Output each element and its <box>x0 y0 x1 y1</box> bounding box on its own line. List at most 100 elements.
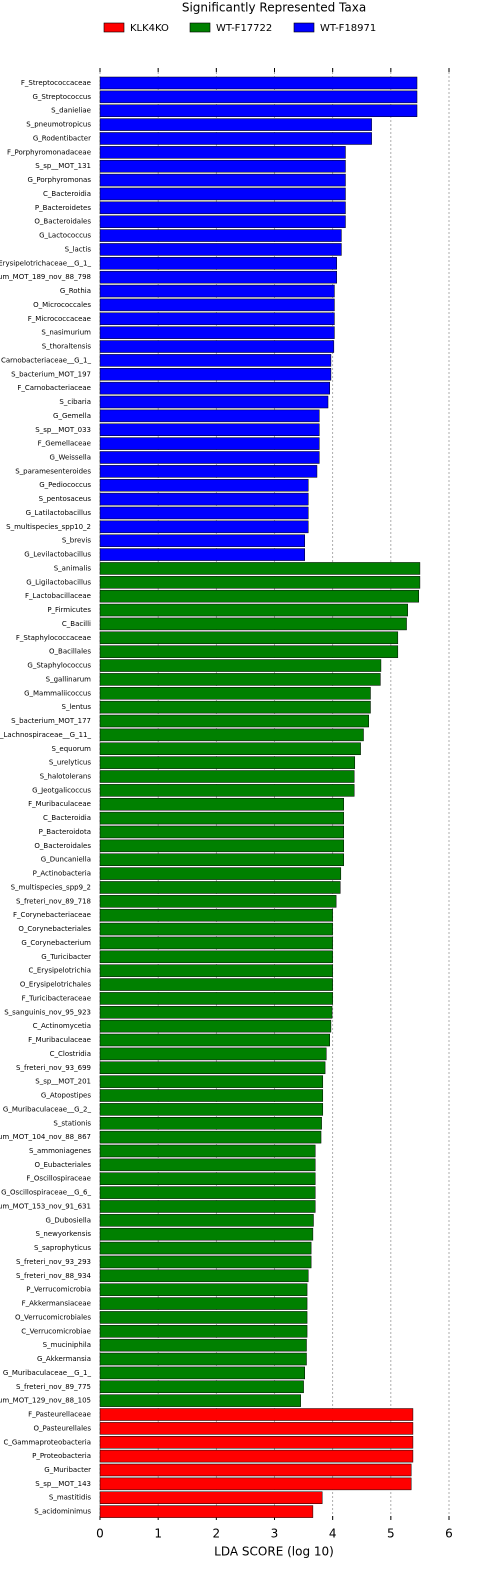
bar <box>99 1006 333 1019</box>
bar <box>99 797 344 811</box>
y-tick-label: P_Bacteroidota <box>39 828 91 836</box>
bar <box>99 1352 307 1366</box>
bar <box>99 659 382 672</box>
legend-swatch <box>293 22 315 33</box>
bar <box>99 631 399 645</box>
y-tick-label: P_Bacteroidetes <box>35 204 91 212</box>
bar <box>99 492 309 506</box>
bar <box>99 1449 414 1463</box>
bar <box>99 1158 316 1172</box>
bar <box>99 1089 324 1102</box>
y-tick-label: S_ammoniagenes <box>29 1147 91 1155</box>
bar <box>99 562 421 575</box>
y-tick-label: S_lentus <box>62 703 92 711</box>
bar <box>99 187 346 201</box>
bar <box>99 784 355 797</box>
bar <box>99 1436 414 1449</box>
y-tick-label: O_Bacteroidales <box>34 218 91 226</box>
x-tick-label: 5 <box>387 1527 395 1541</box>
y-tick-label: G_Streptococcus <box>32 93 91 101</box>
y-tick-label: S_bacterium_MOT_197 <box>11 370 91 378</box>
y-tick-label: G_Muribacter <box>44 1466 91 1474</box>
bar <box>99 1477 412 1491</box>
y-tick-label: S_muciniphila <box>43 1341 91 1349</box>
y-tick-label: S_multispecies_spp9_2 <box>11 883 91 891</box>
bar <box>99 159 346 173</box>
y-tick-label: F_Micrococcaceae <box>28 315 91 323</box>
y-tick-label: O_Erysipelotrichales <box>20 981 91 989</box>
bar <box>99 687 371 700</box>
y-tick-label: G_Turicibacter <box>41 953 91 961</box>
x-axis-label: LDA SCORE (log 10) <box>214 1545 334 1559</box>
bar <box>99 645 399 658</box>
y-tick-label: P_Proteobacteria <box>32 1452 91 1460</box>
bar <box>99 146 346 159</box>
bar <box>99 354 332 367</box>
y-tick-label: C_Gammaproteobacteria <box>3 1438 91 1446</box>
y-tick-label: um_MOT_189_nov_88_798 <box>0 273 91 281</box>
y-tick-label: C_Bacilli <box>62 620 91 628</box>
x-tick-label: 0 <box>96 1527 104 1541</box>
y-tick-label: S_sp__MOT_201 <box>35 1078 91 1086</box>
bar <box>99 839 344 853</box>
bar <box>99 548 305 561</box>
bar <box>99 1408 414 1421</box>
y-tick-label: G_Lachnospiraceae__G_11_ <box>0 731 91 739</box>
y-tick-label: O_Corynebacteriales <box>18 925 91 933</box>
y-tick-label: S_stationis <box>53 1119 91 1127</box>
y-tick-label: S_halotolerans <box>40 773 92 781</box>
bar <box>99 1505 314 1518</box>
y-tick-label: G_Staphylococcus <box>27 662 91 670</box>
bar <box>99 728 364 742</box>
y-tick-label: P_Actinobacteria <box>33 870 91 878</box>
y-tick-label: G_Atopostipes <box>41 1092 91 1100</box>
y-tick-label: G_Muribaculaceae__G_1_ <box>3 1369 92 1377</box>
bar <box>99 465 318 478</box>
y-tick-label: C_Actinomycetia <box>33 1022 91 1030</box>
y-tick-label: S_danieliae <box>51 107 91 115</box>
bar <box>99 1283 308 1296</box>
y-tick-label: S_mastitidis <box>49 1494 91 1502</box>
y-tick-label: S_urelyticus <box>49 759 91 767</box>
bar <box>99 1366 305 1380</box>
bar <box>99 534 305 547</box>
y-tick-label: G_Oscillospiraceae__G_6_ <box>1 1189 91 1197</box>
y-tick-label: S_lactis <box>65 245 92 253</box>
y-tick-label: um_MOT_104_nov_88_867 <box>0 1133 91 1141</box>
bar <box>99 1380 304 1394</box>
bar <box>99 1075 324 1088</box>
y-tick-label: S_animalis <box>54 564 92 572</box>
bar <box>99 76 418 90</box>
y-tick-label: C_Verrucomicrobiae <box>21 1327 91 1335</box>
y-tick-label: G_Dubosiella <box>45 1216 91 1224</box>
y-tick-label: F_Muribaculaceae <box>28 1036 91 1044</box>
y-tick-label: S_multispecies_spp10_2 <box>6 523 91 531</box>
bar <box>99 284 335 298</box>
bar <box>99 1172 316 1185</box>
bar <box>99 1297 308 1310</box>
bar <box>99 506 309 520</box>
bar <box>99 1061 326 1075</box>
bar <box>99 1422 414 1435</box>
bar <box>99 423 320 436</box>
bar <box>99 1338 307 1352</box>
legend-label: WT-F17722 <box>216 23 272 34</box>
bar <box>99 437 320 450</box>
y-tick-label: S_sanguinis_nov_95_923 <box>4 1008 91 1016</box>
bar <box>99 1186 316 1199</box>
bar <box>99 1103 324 1116</box>
bar <box>99 1019 332 1033</box>
bar <box>99 312 335 326</box>
bar <box>99 1491 323 1504</box>
bar <box>99 1241 312 1255</box>
y-tick-label: F_Lactobacillaceae <box>25 592 91 600</box>
bar <box>99 867 342 880</box>
y-tick-label: G_Jeotgalicoccus <box>32 786 91 794</box>
legend-swatch <box>103 22 125 33</box>
y-tick-label: S_cibaria <box>59 398 91 406</box>
y-tick-label: C_Clostridia <box>50 1050 91 1058</box>
y-tick-label: G_Porphyromonas <box>27 176 91 184</box>
bar <box>99 395 329 409</box>
bar <box>99 978 333 991</box>
